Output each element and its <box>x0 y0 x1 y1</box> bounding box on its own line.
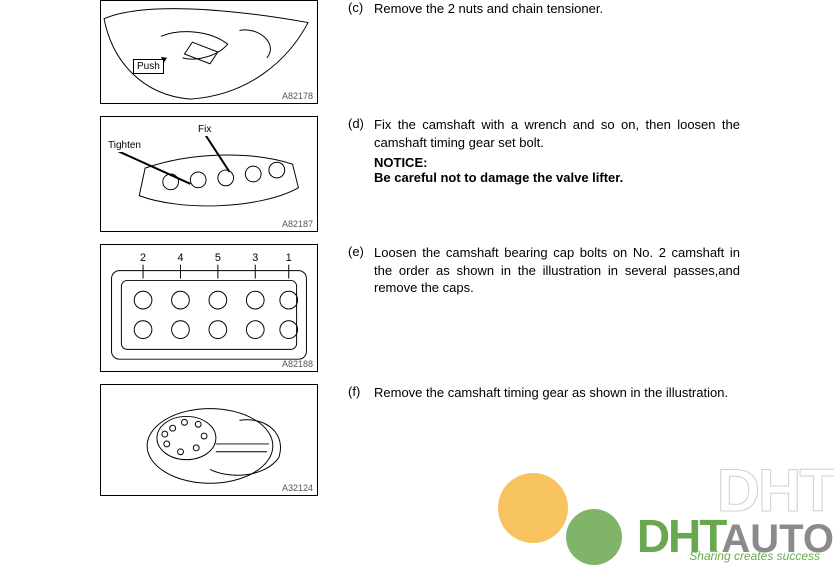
figure-col: Push A82178 <box>100 0 320 104</box>
figure-f: A32124 <box>100 384 318 496</box>
text-col-c: (c) Remove the 2 nuts and chain tensione… <box>320 0 603 22</box>
step-text-d: Fix the camshaft with a wrench and so on… <box>374 116 740 151</box>
notice-label: NOTICE: <box>374 155 740 170</box>
step-text-c: Remove the 2 nuts and chain tensioner. <box>374 0 603 18</box>
label-push: Push <box>133 59 164 74</box>
figure-col: Tighten Fix A82187 <box>100 116 320 232</box>
diagram-e: 2 4 5 3 1 <box>101 245 317 371</box>
label-tighten: Tighten <box>105 139 144 152</box>
seq-4: 3 <box>252 252 258 264</box>
step-d: Tighten Fix A82187 (d) Fix the camshaft … <box>0 116 834 232</box>
figure-id-e: A82188 <box>282 359 313 369</box>
step-e: 2 4 5 3 1 A82188 (e) Loosen the camshaft… <box>0 244 834 372</box>
figure-c: Push A82178 <box>100 0 318 104</box>
watermark-circle-orange <box>498 473 568 543</box>
text-col-e: (e) Loosen the camshaft bearing cap bolt… <box>320 244 740 301</box>
watermark-letter-d: D <box>637 510 668 562</box>
text-col-d: (d) Fix the camshaft with a wrench and s… <box>320 116 740 185</box>
step-f: A32124 (f) Remove the camshaft timing ge… <box>0 384 834 496</box>
figure-col: A32124 <box>100 384 320 496</box>
label-fix: Fix <box>195 123 214 136</box>
seq-2: 4 <box>177 252 183 264</box>
diagram-f <box>101 385 317 495</box>
seq-1: 2 <box>140 252 146 264</box>
figure-id-d: A82187 <box>282 219 313 229</box>
figure-e: 2 4 5 3 1 A82188 <box>100 244 318 372</box>
figure-col: 2 4 5 3 1 A82188 <box>100 244 320 372</box>
diagram-c <box>101 1 317 103</box>
step-text-f: Remove the camshaft timing gear as shown… <box>374 384 728 402</box>
watermark-tagline: Sharing creates success <box>689 549 820 563</box>
notice-text: Be careful not to damage the valve lifte… <box>374 170 740 185</box>
seq-5: 1 <box>286 252 292 264</box>
watermark-circle-green <box>566 509 622 565</box>
step-c: Push A82178 (c) Remove the 2 nuts and ch… <box>0 0 834 104</box>
step-letter-c: (c) <box>348 0 374 15</box>
figure-id-c: A82178 <box>282 91 313 101</box>
manual-page: Push A82178 (c) Remove the 2 nuts and ch… <box>0 0 834 496</box>
seq-3: 5 <box>215 252 221 264</box>
step-text-e: Loosen the camshaft bearing cap bolts on… <box>374 244 740 297</box>
step-letter-e: (e) <box>348 244 374 259</box>
step-letter-d: (d) <box>348 116 374 131</box>
figure-d: Tighten Fix A82187 <box>100 116 318 232</box>
step-letter-f: (f) <box>348 384 374 399</box>
text-col-f: (f) Remove the camshaft timing gear as s… <box>320 384 728 406</box>
figure-id-f: A32124 <box>282 483 313 493</box>
